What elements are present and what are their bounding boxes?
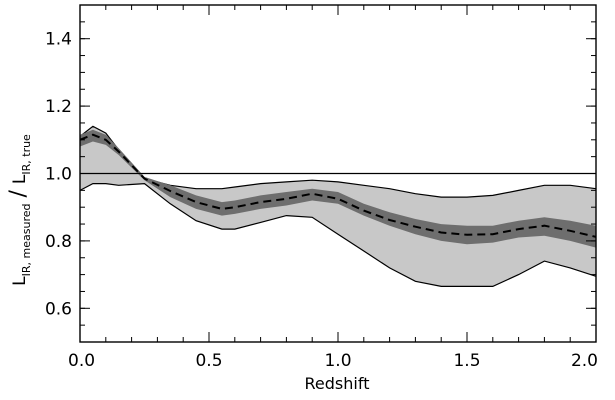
y-axis-label-numerator-sub: IR, measured bbox=[20, 204, 33, 277]
y-tick-label: 1.2 bbox=[45, 97, 72, 117]
plot-area bbox=[79, 125, 597, 287]
x-tick-label: 0.0 bbox=[68, 351, 95, 371]
y-axis-label-denominator: L bbox=[10, 174, 30, 184]
outer-band-lower-edge bbox=[79, 182, 597, 287]
x-axis-label: Redshift bbox=[305, 374, 370, 393]
y-axis-label-numerator: L bbox=[10, 276, 30, 286]
y-tick-label: 0.6 bbox=[45, 299, 72, 319]
y-tick-label: 0.8 bbox=[45, 232, 72, 252]
x-tick-label: 2.0 bbox=[571, 351, 598, 371]
x-tick-label: 1.5 bbox=[453, 351, 480, 371]
x-tick-label: 1.0 bbox=[324, 351, 351, 371]
y-tick-label: 1.0 bbox=[45, 165, 72, 185]
median-line bbox=[79, 133, 597, 238]
x-tick-label: 0.5 bbox=[195, 351, 222, 371]
y-axis-label-denominator-sub: IR, true bbox=[20, 134, 33, 175]
outer-band-fill bbox=[80, 126, 596, 287]
y-axis-label-slash: / bbox=[6, 190, 31, 198]
y-tick-label: 1.4 bbox=[45, 30, 72, 50]
axes: 0.0 0.5 1.0 1.5 2.0 0.6 0.8 1.0 1.2 1.4 bbox=[45, 4, 598, 371]
y-axis-label: LIR, measured/LIR, true bbox=[6, 134, 33, 286]
